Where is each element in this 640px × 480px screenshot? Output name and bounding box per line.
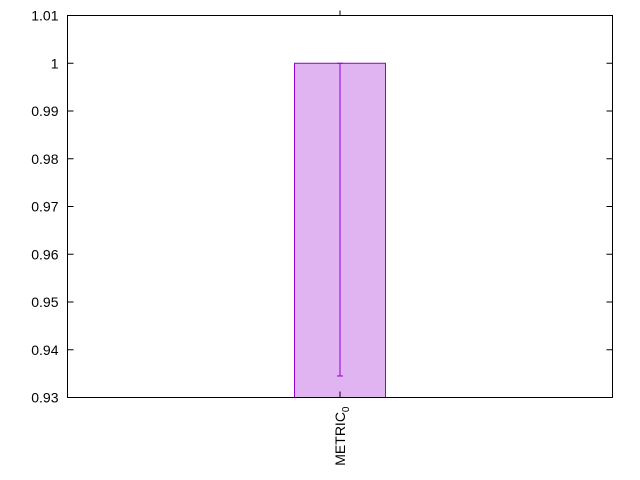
y-tick-label: 0.96 (31, 246, 58, 262)
x-tick-label: METRIC0 (332, 406, 352, 466)
y-tick-label: 0.93 (31, 390, 58, 406)
y-tick-label: 1.01 (31, 8, 58, 24)
y-tick-label: 0.99 (31, 103, 58, 119)
y-tick-label: 0.94 (31, 342, 58, 358)
plot-frame (67, 15, 613, 398)
y-tick-label: 0.98 (31, 151, 58, 167)
y-tick-label: 0.95 (31, 294, 58, 310)
y-tick-label: 0.97 (31, 199, 58, 215)
y-tick-label: 1 (51, 55, 59, 71)
